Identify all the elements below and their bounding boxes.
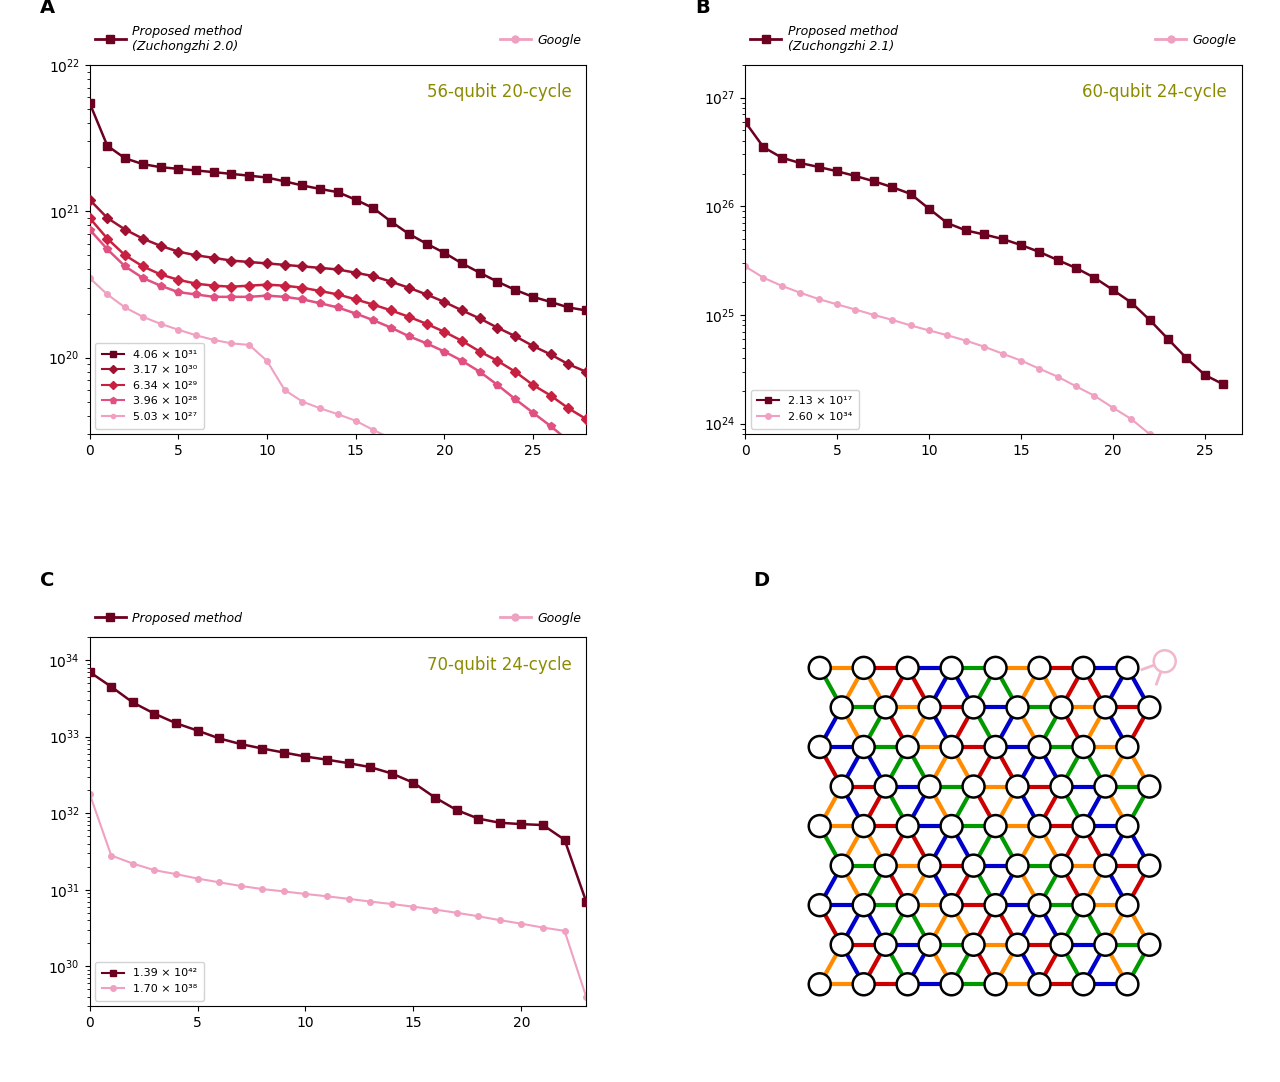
Circle shape xyxy=(831,934,852,955)
Circle shape xyxy=(984,894,1006,916)
Circle shape xyxy=(984,736,1006,758)
Circle shape xyxy=(941,815,963,837)
Circle shape xyxy=(831,855,852,876)
Circle shape xyxy=(919,855,941,876)
Circle shape xyxy=(809,736,831,758)
Circle shape xyxy=(809,657,831,678)
Circle shape xyxy=(1153,650,1176,672)
Circle shape xyxy=(1029,736,1051,758)
Circle shape xyxy=(963,776,984,797)
Circle shape xyxy=(809,815,831,837)
Circle shape xyxy=(1073,657,1094,678)
Circle shape xyxy=(874,776,897,797)
Circle shape xyxy=(1138,697,1161,718)
Circle shape xyxy=(809,974,831,995)
Circle shape xyxy=(874,855,897,876)
Circle shape xyxy=(919,776,941,797)
Circle shape xyxy=(1029,657,1051,678)
Circle shape xyxy=(1073,815,1094,837)
Circle shape xyxy=(831,697,852,718)
Circle shape xyxy=(1116,815,1138,837)
Circle shape xyxy=(1006,855,1029,876)
Circle shape xyxy=(1006,776,1029,797)
Text: 70-qubit 24-cycle: 70-qubit 24-cycle xyxy=(426,656,571,674)
Text: B: B xyxy=(695,0,710,17)
Circle shape xyxy=(1051,697,1073,718)
Circle shape xyxy=(1116,894,1138,916)
Circle shape xyxy=(963,855,984,876)
Circle shape xyxy=(984,974,1006,995)
Circle shape xyxy=(1094,934,1116,955)
Circle shape xyxy=(1051,776,1073,797)
Circle shape xyxy=(852,815,874,837)
Circle shape xyxy=(1116,736,1138,758)
Circle shape xyxy=(1138,934,1161,955)
Circle shape xyxy=(1094,776,1116,797)
Circle shape xyxy=(1073,736,1094,758)
Circle shape xyxy=(897,815,919,837)
Circle shape xyxy=(897,974,919,995)
Circle shape xyxy=(963,697,984,718)
Circle shape xyxy=(897,736,919,758)
Circle shape xyxy=(1029,815,1051,837)
Circle shape xyxy=(852,657,874,678)
Circle shape xyxy=(1051,855,1073,876)
Circle shape xyxy=(874,697,897,718)
Circle shape xyxy=(1006,934,1029,955)
Circle shape xyxy=(963,934,984,955)
Circle shape xyxy=(809,894,831,916)
Circle shape xyxy=(852,736,874,758)
Circle shape xyxy=(1116,657,1138,678)
Circle shape xyxy=(1138,776,1161,797)
Circle shape xyxy=(1073,894,1094,916)
Circle shape xyxy=(919,697,941,718)
Circle shape xyxy=(1006,697,1029,718)
Circle shape xyxy=(1051,934,1073,955)
Circle shape xyxy=(1029,974,1051,995)
Circle shape xyxy=(984,657,1006,678)
Text: D: D xyxy=(754,570,769,590)
Circle shape xyxy=(941,736,963,758)
Circle shape xyxy=(941,657,963,678)
Circle shape xyxy=(874,934,897,955)
Circle shape xyxy=(941,894,963,916)
Circle shape xyxy=(919,934,941,955)
Circle shape xyxy=(1116,974,1138,995)
Legend: Proposed method
(Zuchongzhi 2.0), Google: Proposed method (Zuchongzhi 2.0), Google xyxy=(90,19,586,57)
Legend: Proposed method
(Zuchongzhi 2.1), Google: Proposed method (Zuchongzhi 2.1), Google xyxy=(745,19,1242,57)
Legend: Proposed method, Google: Proposed method, Google xyxy=(90,607,586,630)
Circle shape xyxy=(831,776,852,797)
Circle shape xyxy=(984,815,1006,837)
Circle shape xyxy=(1029,894,1051,916)
Text: 60-qubit 24-cycle: 60-qubit 24-cycle xyxy=(1082,83,1226,102)
Circle shape xyxy=(941,974,963,995)
Circle shape xyxy=(897,894,919,916)
Text: 56-qubit 20-cycle: 56-qubit 20-cycle xyxy=(426,83,571,102)
Circle shape xyxy=(897,657,919,678)
Circle shape xyxy=(1094,697,1116,718)
Circle shape xyxy=(1094,855,1116,876)
Circle shape xyxy=(1073,974,1094,995)
Circle shape xyxy=(1138,855,1161,876)
Text: A: A xyxy=(40,0,55,17)
Text: C: C xyxy=(40,570,54,590)
Circle shape xyxy=(852,974,874,995)
Circle shape xyxy=(852,894,874,916)
